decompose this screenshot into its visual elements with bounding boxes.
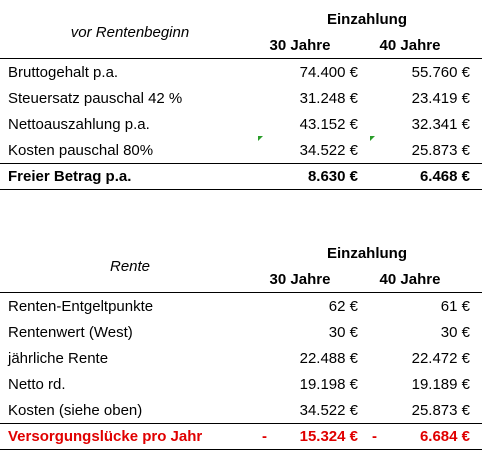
row-label: Renten-Entgeltpunkte: [8, 298, 154, 315]
cell: 62 €: [328, 298, 358, 315]
cell: 25.873 €: [411, 402, 470, 419]
row-label: Rentenwert (West): [8, 324, 133, 341]
cell: 25.873 €: [411, 142, 470, 159]
cell: 74.400 €: [299, 64, 358, 81]
row-label: Kosten (siehe oben): [8, 402, 143, 419]
header-group: Einzahlung: [327, 245, 407, 262]
total-sign: -: [262, 428, 267, 445]
cell: 43.152 €: [299, 116, 358, 133]
total-label: Versorgungslücke pro Jahr: [8, 428, 203, 445]
total-cell: 6.468 €: [419, 168, 470, 185]
cell: 61 €: [440, 298, 470, 315]
rule: [0, 423, 482, 424]
cell-marker: [370, 136, 375, 141]
rule: [0, 449, 482, 450]
rule: [0, 189, 482, 190]
rule: [0, 292, 482, 293]
cell: 55.760 €: [411, 64, 470, 81]
row-label: Bruttogehalt p.a.: [8, 64, 119, 81]
header-label: vor Rentenbeginn: [70, 24, 190, 41]
total-cell: 15.324 €: [299, 428, 358, 445]
cell: 30 €: [440, 324, 470, 341]
header-column: 30 Jahre: [269, 37, 331, 54]
rule: [0, 58, 482, 59]
cell-marker: [258, 136, 263, 141]
header-column: 40 Jahre: [379, 37, 441, 54]
cell: 30 €: [328, 324, 358, 341]
cell: 31.248 €: [299, 90, 358, 107]
cell: 23.419 €: [411, 90, 470, 107]
header-column: 40 Jahre: [379, 271, 441, 288]
cell: 19.198 €: [299, 376, 358, 393]
header-label: Rente: [109, 258, 151, 275]
cell: 22.472 €: [411, 350, 470, 367]
total-sign: -: [372, 428, 377, 445]
total-cell: 8.630 €: [307, 168, 358, 185]
row-label: Nettoauszahlung p.a.: [8, 116, 150, 133]
cell: 34.522 €: [299, 402, 358, 419]
total-cell: 6.684 €: [419, 428, 470, 445]
row-label: Steuersatz pauschal 42 %: [8, 90, 183, 107]
cell: 34.522 €: [299, 142, 358, 159]
header-group: Einzahlung: [327, 11, 407, 28]
rule: [0, 163, 482, 164]
header-column: 30 Jahre: [269, 271, 331, 288]
cell: 32.341 €: [411, 116, 470, 133]
row-label: Kosten pauschal 80%: [8, 142, 154, 159]
cell: 22.488 €: [299, 350, 358, 367]
cell: 19.189 €: [411, 376, 470, 393]
row-label: Netto rd.: [8, 376, 66, 393]
total-label: Freier Betrag p.a.: [8, 168, 132, 185]
row-label: jährliche Rente: [8, 350, 109, 367]
